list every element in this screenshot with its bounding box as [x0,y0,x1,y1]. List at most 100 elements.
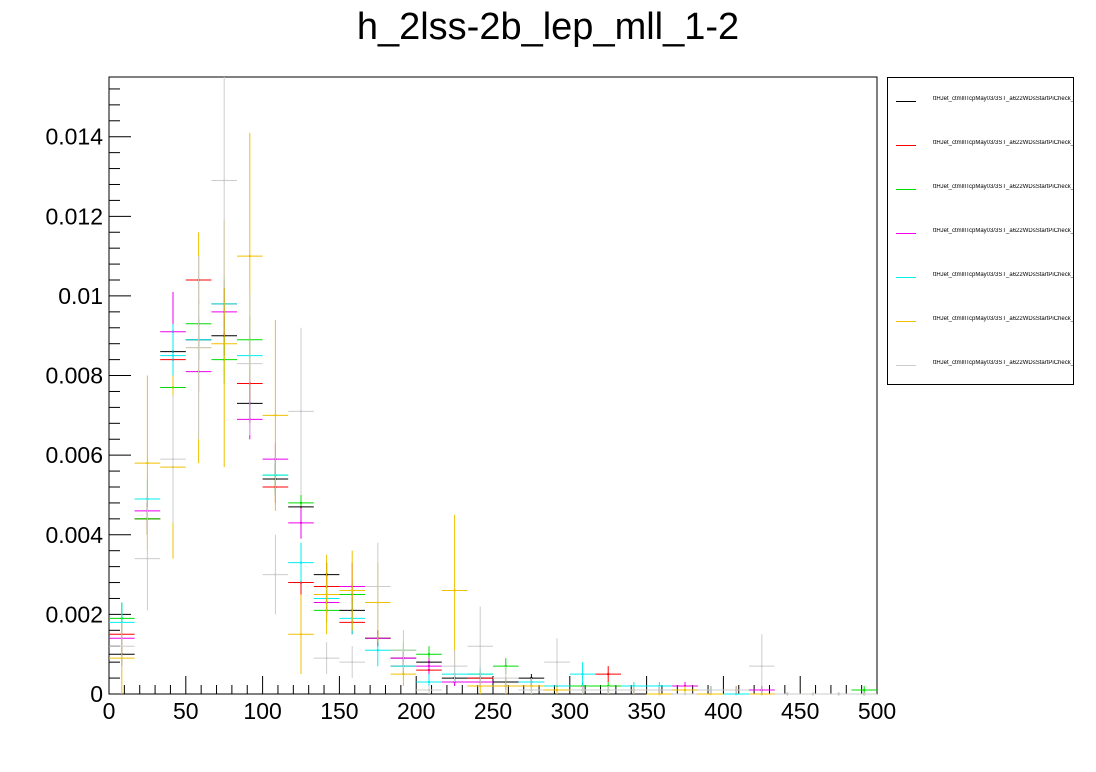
marker [811,692,815,696]
data-point [416,686,442,694]
marker [350,589,354,592]
marker [402,649,405,652]
x-tick-label: 400 [704,698,742,724]
data-point [774,692,801,696]
marker [223,342,226,345]
marker [581,688,584,692]
marker [274,573,277,576]
marker [453,589,456,592]
data-point [672,692,698,696]
x-tick-label: 0 [103,698,116,724]
marker [632,688,636,692]
legend-label: ttHJet_ctmlIlTcpMay03/3ST_a622WDsStartPi… [933,96,1073,102]
data-point [390,630,417,671]
marker [120,645,123,648]
legend-entry: ttHJet_ctmlIlTcpMay03/3ST_a622WDsStartPi… [888,180,1075,200]
data-point [723,686,749,694]
data-point [544,638,570,687]
legend-swatch [896,233,916,234]
data-point [749,634,775,694]
marker [248,254,252,258]
marker [402,672,405,676]
legend-label: ttHJet_ctmlIlTcpMay03/3ST_a622WDsStartPi… [933,360,1073,366]
data-point [646,686,673,694]
marker [427,652,431,656]
legend-label: ttHJet_ctmlIlTcpMay03/3ST_a622WDsStartPi… [933,272,1073,278]
marker [376,649,379,652]
data-point [467,606,494,687]
data-point [313,554,340,635]
marker [274,414,277,417]
legend-label: ttHJet_ctmlIlTcpMay03/3ST_a622WDsStartPi… [933,228,1073,234]
data-point [288,594,314,675]
chart-title: h_2lss-2b_lep_mll_1-2 [356,6,740,48]
marker [427,688,431,692]
legend-entry: ttHJet_ctmlIlTcpMay03/3ST_a622WDsStartPi… [888,92,1075,112]
marker [555,660,559,664]
data-point [518,686,545,694]
marker [683,688,687,692]
data-point [621,686,647,694]
marker [171,354,175,357]
marker [607,688,610,692]
data-point [441,514,468,667]
marker [299,521,303,525]
marker [146,461,149,465]
marker [555,688,559,692]
data-point [416,658,442,675]
marker [530,688,533,692]
marker [299,561,303,564]
legend-entry: ttHJet_ctmlIlTcpMay03/3ST_a622WDsStartPi… [888,312,1075,332]
legend-swatch [896,321,916,322]
marker [427,664,431,668]
x-tick-label: 100 [243,698,281,724]
y-tick-label: 0.01 [58,283,103,309]
legend-entry: ttHJet_ctmlIlTcpMay03/3ST_a622WDsStartPi… [888,136,1075,156]
data-point [262,319,289,511]
marker [607,672,610,676]
data-point [108,622,135,671]
legend-swatch [896,101,916,102]
axis-ticks [108,88,878,695]
x-tick-label: 500 [858,698,896,724]
marker [376,585,379,588]
marker [863,692,866,696]
marker [453,664,456,668]
legend-entry: ttHJet_ctmlIlTcpMay03/3ST_a622WDsStartPi… [888,224,1075,244]
marker [171,457,175,461]
data-point [825,692,852,696]
x-tick-label: 50 [173,698,199,724]
x-tick-label: 250 [474,698,512,724]
y-tick-label: 0.006 [45,442,103,468]
marker [734,688,738,692]
legend-entry: ttHJet_ctmlIlTcpMay03/3ST_a622WDsStartPi… [888,268,1075,288]
data-point [288,327,314,495]
legend-label: ttHJet_ctmlIlTcpMay03/3ST_a622WDsStartPi… [933,140,1073,146]
tick-labels: 0 50 100 150 200 250 300 350 400 450 500 0 0.002 0.00… [45,124,896,724]
y-tick-label: 0.014 [45,124,103,150]
marker [863,688,866,692]
data-point [364,542,391,631]
series-6 [108,77,878,696]
marker [299,633,303,636]
data-point [313,642,340,675]
data-point [160,395,186,523]
data-point [595,666,621,683]
data-point [569,662,596,687]
marker [325,656,328,660]
marker [223,179,226,182]
y-tick-label: 0.008 [45,363,103,389]
marker [837,692,840,696]
data-point [416,646,442,663]
data-point [339,550,365,631]
data-point [851,692,878,696]
marker [248,362,252,365]
data-point [672,686,698,694]
data-point [134,506,161,611]
y-tick-label: 0.004 [45,522,103,548]
data-point [492,666,519,691]
marker [479,645,482,648]
data-point [800,692,826,696]
data-point [211,77,238,288]
